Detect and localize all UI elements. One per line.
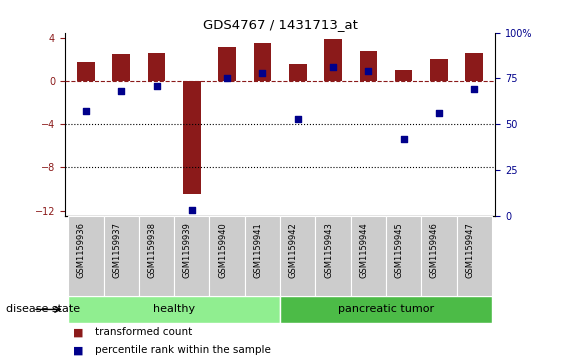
Bar bbox=[289, 64, 307, 81]
Text: GSM1159940: GSM1159940 bbox=[218, 223, 227, 278]
Bar bbox=[253, 44, 271, 81]
Point bbox=[222, 76, 231, 81]
Text: GSM1159943: GSM1159943 bbox=[324, 223, 333, 278]
Text: GSM1159942: GSM1159942 bbox=[289, 223, 298, 278]
Point bbox=[364, 68, 373, 74]
Bar bbox=[421, 216, 457, 296]
Bar bbox=[174, 216, 209, 296]
Bar bbox=[395, 70, 413, 81]
Point bbox=[399, 136, 408, 142]
Text: ■: ■ bbox=[73, 345, 84, 355]
Bar bbox=[360, 51, 377, 81]
Point bbox=[152, 83, 161, 89]
Text: disease state: disease state bbox=[6, 305, 80, 314]
Bar bbox=[218, 47, 236, 81]
Bar bbox=[139, 216, 174, 296]
Bar bbox=[77, 62, 95, 81]
Title: GDS4767 / 1431713_at: GDS4767 / 1431713_at bbox=[203, 19, 358, 32]
Bar bbox=[245, 216, 280, 296]
Point bbox=[293, 116, 302, 122]
Point bbox=[117, 89, 126, 94]
Text: GSM1159947: GSM1159947 bbox=[465, 223, 474, 278]
Bar bbox=[315, 216, 351, 296]
Bar bbox=[430, 58, 448, 81]
Text: GSM1159937: GSM1159937 bbox=[112, 223, 121, 278]
Point bbox=[187, 208, 196, 213]
Text: GSM1159946: GSM1159946 bbox=[430, 223, 439, 278]
Bar bbox=[280, 296, 492, 323]
Bar bbox=[68, 296, 280, 323]
Bar bbox=[209, 216, 245, 296]
Text: transformed count: transformed count bbox=[95, 327, 192, 337]
Text: GSM1159945: GSM1159945 bbox=[395, 223, 404, 278]
Bar bbox=[148, 53, 166, 81]
Point bbox=[470, 87, 479, 93]
Text: pancreatic tumor: pancreatic tumor bbox=[338, 305, 434, 314]
Bar bbox=[386, 216, 421, 296]
Point bbox=[82, 109, 91, 114]
Bar bbox=[280, 216, 315, 296]
Bar bbox=[466, 53, 483, 81]
Text: percentile rank within the sample: percentile rank within the sample bbox=[95, 345, 271, 355]
Text: GSM1159938: GSM1159938 bbox=[148, 223, 157, 278]
Point bbox=[258, 70, 267, 76]
Bar bbox=[104, 216, 139, 296]
Point bbox=[435, 110, 444, 116]
Point bbox=[329, 65, 338, 70]
Text: GSM1159939: GSM1159939 bbox=[183, 223, 192, 278]
Text: ■: ■ bbox=[73, 327, 84, 337]
Text: GSM1159936: GSM1159936 bbox=[77, 223, 86, 278]
Bar bbox=[351, 216, 386, 296]
Bar bbox=[324, 39, 342, 81]
Bar bbox=[113, 54, 130, 81]
Text: healthy: healthy bbox=[153, 305, 195, 314]
Text: GSM1159944: GSM1159944 bbox=[359, 223, 368, 278]
Bar bbox=[68, 216, 104, 296]
Bar bbox=[183, 81, 200, 195]
Bar bbox=[457, 216, 492, 296]
Text: GSM1159941: GSM1159941 bbox=[253, 223, 262, 278]
